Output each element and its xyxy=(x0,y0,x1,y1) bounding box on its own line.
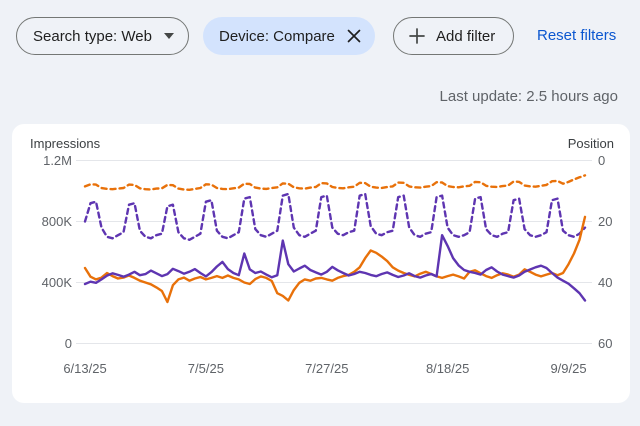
search-type-filter-label: Search type: Web xyxy=(33,27,152,45)
x-axis-date-label: 9/9/25 xyxy=(550,361,586,376)
right-axis-tick-label: 60 xyxy=(598,336,612,351)
x-axis-date-label: 7/5/25 xyxy=(188,361,224,376)
right-axis-tick-label: 40 xyxy=(598,275,612,290)
chart-line-position-purple-dashed xyxy=(83,192,587,242)
right-axis-title: Position xyxy=(567,136,614,151)
chart-line-position-orange-dashed xyxy=(83,174,587,192)
right-axis-tick-label: 20 xyxy=(598,214,612,229)
left-axis-tick-label: 400K xyxy=(42,275,73,290)
x-axis-date-label: 6/13/25 xyxy=(63,361,106,376)
chart-canvas[interactable]: 1.2M 0 800K 20 400K 40 0 60 6/13/25 7/5/25 7/27/25… xyxy=(12,124,630,403)
left-axis-title: Impressions xyxy=(30,136,101,151)
chart-line-impressions-purple-solid xyxy=(83,233,587,302)
search-type-filter[interactable]: Search type: Web xyxy=(16,17,189,55)
left-axis-tick-label: 1.2M xyxy=(43,153,72,168)
x-axis-date-label: 7/27/25 xyxy=(305,361,348,376)
reset-filters-button[interactable]: Reset filters xyxy=(537,17,616,55)
last-update-text: Last update: 2.5 hours ago xyxy=(439,88,618,105)
chart-card: Impressions Position 1.2M 0 800K 20 400K 40 0 6… xyxy=(12,124,630,403)
device-compare-chip[interactable]: Device: Compare xyxy=(203,17,375,55)
close-icon[interactable] xyxy=(347,29,361,43)
add-filter-label: Add filter xyxy=(436,27,496,45)
left-axis-tick-label: 800K xyxy=(42,214,73,229)
chevron-down-icon xyxy=(163,33,174,39)
right-axis-tick-label: 0 xyxy=(598,153,605,168)
device-compare-chip-label: Device: Compare xyxy=(219,27,335,45)
plus-icon xyxy=(408,27,426,45)
add-filter-button[interactable]: Add filter xyxy=(393,17,515,55)
x-axis-date-label: 8/18/25 xyxy=(426,361,469,376)
left-axis-tick-label: 0 xyxy=(65,336,72,351)
